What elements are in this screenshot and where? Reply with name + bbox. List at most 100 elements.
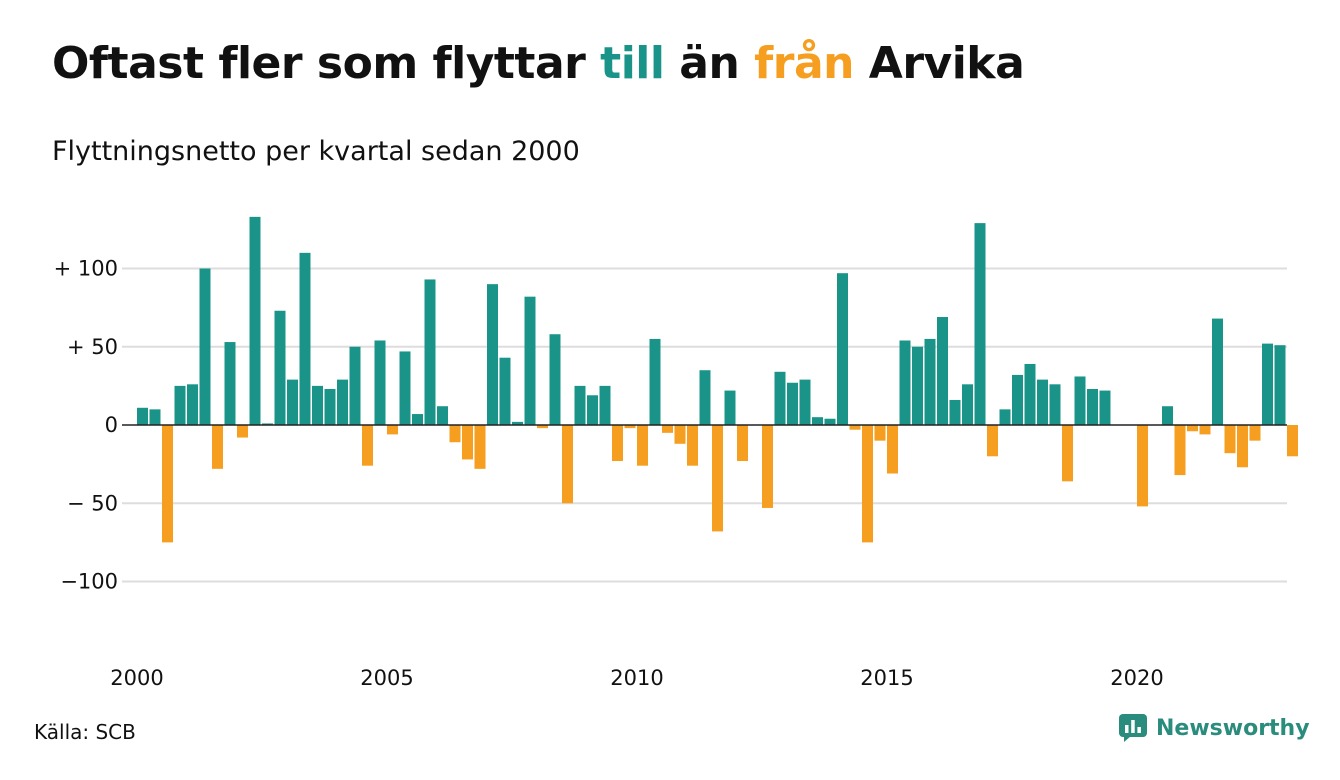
bar-negative (1249, 425, 1261, 441)
source-label: Källa: SCB (34, 720, 136, 744)
bar-negative (1287, 425, 1298, 457)
bar-positive (799, 379, 811, 425)
bar-positive (937, 317, 948, 425)
bar-negative (474, 425, 486, 469)
bar-positive (424, 279, 436, 425)
bar-positive (899, 340, 911, 425)
bar-negative (449, 425, 461, 443)
bar-positive (524, 296, 536, 425)
bar-positive (549, 334, 561, 425)
bar-positive (974, 223, 986, 425)
bar-positive (599, 385, 611, 425)
bar-positive (999, 409, 1011, 425)
newsworthy-logo-icon (1119, 714, 1147, 742)
chart-title: Oftast fler som flyttar till än från Arv… (52, 38, 1025, 89)
bar-negative (212, 425, 223, 469)
bar-negative (862, 425, 873, 543)
bar-positive (837, 273, 848, 425)
bar-negative (1174, 425, 1186, 476)
bar-positive (412, 414, 423, 425)
chart-subtitle: Flyttningsnetto per kvartal sedan 2000 (52, 136, 580, 167)
bar-positive (287, 379, 298, 425)
bar-positive (187, 384, 198, 425)
title-part3: än (664, 38, 755, 89)
bar-positive (1037, 379, 1048, 425)
bar-negative (162, 425, 173, 543)
bar-positive (649, 338, 661, 425)
y-tick-label: − 50 (67, 491, 118, 515)
bar-chart: + 100 + 50 0 − 50 −100 2000 2005 2010 2015 2020 (54, 216, 1298, 690)
brand-name: Newsworthy (1156, 715, 1310, 741)
bar-negative (624, 425, 636, 429)
bar-positive (199, 268, 211, 425)
bar-positive (1049, 384, 1061, 425)
bar-positive (699, 370, 711, 425)
bar-positive (1012, 374, 1023, 425)
bar-positive (399, 351, 411, 425)
bar-positive (174, 385, 186, 425)
bar-negative (712, 425, 723, 532)
x-tick-label: 2010 (610, 666, 663, 690)
bar-negative (237, 425, 248, 438)
bar-positive (349, 346, 361, 425)
bar-positive (787, 382, 798, 425)
bar-negative (562, 425, 573, 504)
bar-positive (774, 371, 786, 425)
bar-negative (849, 425, 861, 430)
bar-positive (1074, 376, 1086, 425)
bar-positive (437, 406, 448, 425)
bar-negative (1187, 425, 1198, 432)
bar-negative (637, 425, 648, 466)
bar-negative (462, 425, 473, 460)
bar-positive (487, 284, 498, 425)
bar-positive (1087, 389, 1098, 425)
bar-positive (137, 407, 148, 425)
bar-negative (687, 425, 698, 466)
title-word-till: till (600, 38, 665, 89)
bar-positive (312, 385, 323, 425)
x-tick-label: 2000 (110, 666, 163, 690)
y-tick-label: + 100 (54, 257, 118, 281)
bar-negative (387, 425, 398, 435)
bar-negative (874, 425, 886, 441)
title-part5: Arvika (853, 38, 1025, 89)
bar-positive (1024, 363, 1036, 425)
bar-positive (374, 340, 386, 425)
bar-positive (912, 346, 923, 425)
bar-negative (1062, 425, 1073, 482)
bar-negative (762, 425, 773, 508)
bar-negative (612, 425, 623, 461)
y-tick-label: −100 (60, 570, 118, 594)
bar-negative (1237, 425, 1248, 468)
bar-negative (1137, 425, 1148, 507)
bar-negative (887, 425, 898, 474)
bar-negative (662, 425, 673, 433)
bar-positive (262, 423, 273, 425)
bar-positive (812, 417, 823, 425)
bar-negative (737, 425, 748, 461)
bar-positive (512, 421, 523, 425)
bar-positive (274, 310, 286, 425)
bar-positive (499, 357, 511, 425)
bar-positive (1162, 406, 1173, 425)
bar-positive (1262, 343, 1273, 425)
y-tick-label: + 50 (67, 335, 118, 359)
bar-positive (949, 399, 961, 425)
x-tick-label: 2020 (1110, 666, 1163, 690)
bar-positive (824, 418, 836, 425)
title-part1: Oftast fler som flyttar (52, 38, 601, 89)
bar-positive (1099, 390, 1111, 425)
bar-negative (537, 425, 548, 429)
title-word-fran: från (754, 38, 854, 89)
bar-positive (299, 252, 311, 425)
bar-negative (987, 425, 998, 457)
bar-positive (1274, 345, 1286, 425)
bar-positive (249, 216, 261, 425)
bar-positive (324, 389, 336, 425)
bar-positive (724, 390, 736, 425)
x-tick-label: 2015 (860, 666, 913, 690)
x-tick-label: 2005 (360, 666, 413, 690)
bar-positive (1212, 318, 1223, 425)
bar-positive (574, 385, 586, 425)
bar-negative (1224, 425, 1236, 454)
